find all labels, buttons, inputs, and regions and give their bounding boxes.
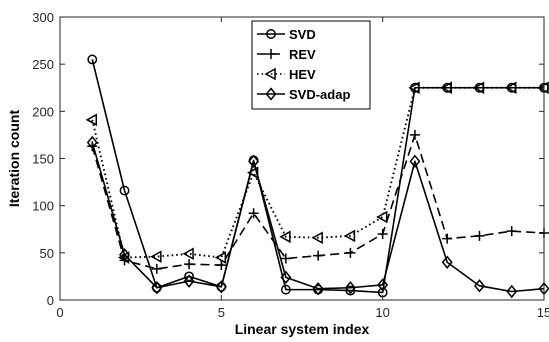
data-point-rev: [377, 228, 388, 239]
legend-label-svd: SVD: [289, 27, 316, 42]
data-point-hev: [343, 229, 356, 243]
y-tick-label: 100: [32, 199, 54, 214]
legend-marker-rev: [266, 49, 276, 59]
legend-marker-svd-adap: [265, 87, 277, 101]
axis-ticks: [59, 16, 545, 301]
data-point-svd-adap: [409, 154, 421, 169]
x-tick-label: 0: [56, 305, 63, 320]
plot-data: [85, 54, 549, 299]
y-tick-label: 0: [47, 293, 54, 308]
legend-label-rev: REV: [289, 47, 316, 62]
data-point-rev: [506, 226, 517, 237]
data-point-hev: [150, 250, 162, 263]
y-tick-label: 300: [32, 10, 54, 25]
series-svd-adap: [86, 135, 549, 299]
data-point-hev: [85, 113, 98, 127]
data-point-hev: [279, 230, 291, 244]
series-line-svd-adap: [91, 142, 545, 293]
data-point-hev: [182, 247, 194, 261]
legend-item-rev: REV: [257, 47, 316, 62]
legend-item-hev: HEV: [257, 67, 316, 82]
data-point-rev: [474, 230, 485, 241]
data-point-svd-adap: [344, 281, 356, 295]
data-point-rev: [216, 260, 227, 271]
series-rev: [87, 129, 549, 274]
data-point-rev: [442, 233, 453, 244]
data-point-svd: [345, 285, 356, 296]
x-tick-label: 10: [375, 305, 389, 320]
series-hev: [85, 81, 549, 264]
data-point-hev: [505, 81, 517, 95]
data-point-svd-adap: [441, 255, 453, 269]
legend-marker-svd: [266, 29, 276, 39]
series-line-rev: [91, 134, 545, 270]
data-point-rev: [151, 263, 162, 274]
data-point-rev: [409, 129, 420, 140]
data-point-rev: [280, 253, 291, 264]
data-point-svd: [280, 284, 291, 295]
y-tick-label: 250: [32, 57, 54, 72]
data-point-svd-adap: [473, 279, 485, 293]
data-point-svd-adap: [86, 135, 98, 150]
y-tick-label: 50: [40, 246, 54, 261]
data-point-hev: [311, 231, 323, 245]
y-axis-label: Iteration count: [6, 110, 22, 208]
data-point-svd-adap: [506, 284, 518, 299]
data-point-svd-adap: [151, 281, 163, 295]
data-point-rev: [345, 247, 356, 258]
data-point-hev: [440, 81, 452, 95]
data-point-svd-adap: [183, 274, 195, 288]
data-point-svd-adap: [280, 270, 292, 285]
series-line-hev: [91, 86, 544, 259]
data-point-svd: [119, 185, 130, 196]
data-point-hev: [472, 81, 485, 95]
data-point-hev: [214, 251, 227, 264]
data-point-svd: [87, 54, 98, 65]
data-point-svd-adap: [377, 278, 389, 292]
data-point-rev: [184, 259, 195, 270]
data-point-hev: [247, 166, 259, 179]
data-point-svd-adap: [215, 280, 227, 294]
x-tick-label: 15: [537, 305, 549, 320]
x-axis-label: Linear system index: [235, 321, 370, 337]
legend-marker-hev: [264, 67, 276, 81]
legend: SVD REV HEV SVD-adap: [251, 20, 371, 110]
data-point-svd-adap: [248, 154, 260, 169]
legend-label-svd-adap: SVD-adap: [289, 87, 350, 102]
data-point-rev: [248, 208, 259, 219]
y-tick-label: 150: [32, 152, 54, 167]
data-point-rev: [313, 250, 324, 261]
x-tick-label: 5: [218, 305, 225, 320]
legend-item-svd: SVD: [257, 27, 316, 42]
data-point-hev: [376, 210, 388, 224]
y-tick-label: 200: [32, 104, 54, 119]
data-point-svd-adap: [119, 248, 131, 262]
data-point-hev: [408, 81, 420, 95]
data-point-svd-adap: [312, 281, 324, 296]
legend-item-svd-adap: SVD-adap: [257, 87, 350, 102]
legend-label-hev: HEV: [289, 67, 316, 82]
